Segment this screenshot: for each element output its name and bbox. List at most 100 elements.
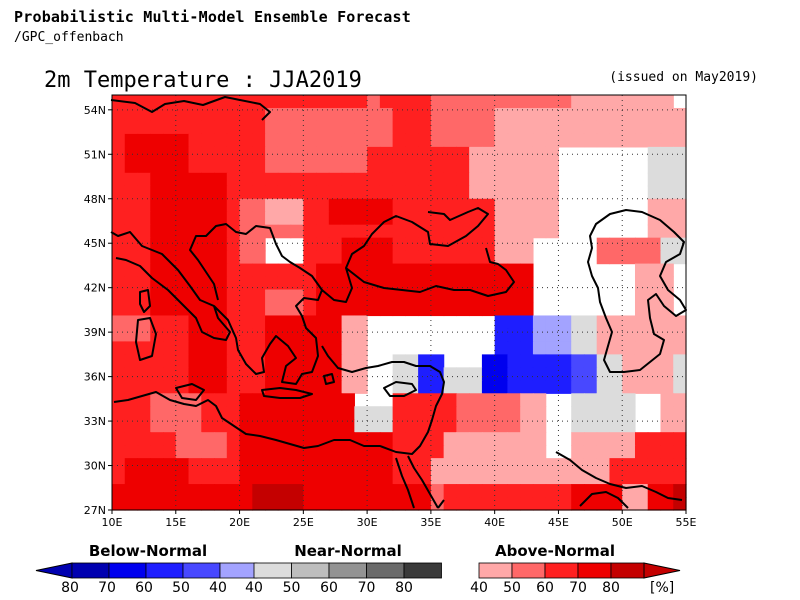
graticule: [108, 95, 687, 514]
grid-cell: [379, 471, 394, 485]
grid-cell: [660, 497, 674, 511]
grid-cell: [673, 237, 687, 252]
grid-cell: [609, 250, 623, 265]
grid-cell: [188, 354, 202, 368]
grid-cell: [392, 237, 406, 252]
grid-cell: [583, 497, 598, 511]
grid-cell: [367, 432, 381, 446]
grid-cell: [124, 289, 139, 304]
grid-cell: [507, 354, 521, 368]
grid-cell: [316, 172, 330, 187]
grid-cell: [163, 224, 177, 239]
grid-cell: [112, 302, 126, 317]
grid-cell: [456, 497, 470, 511]
grid-cell: [379, 419, 394, 433]
grid-cell: [430, 367, 445, 381]
grid-cell: [252, 133, 266, 148]
grid-cell: [545, 159, 560, 174]
grid-cell: [201, 185, 215, 200]
grid-cell: [520, 263, 534, 278]
grid-cell: [379, 95, 394, 109]
grid-cell: [673, 315, 687, 330]
grid-cell: [367, 107, 381, 122]
grid-cell: [277, 211, 292, 226]
grid-cell: [328, 133, 343, 148]
grid-cell: [456, 224, 470, 239]
grid-cell: [316, 419, 330, 433]
grid-cell: [494, 445, 509, 459]
grid-cell: [150, 289, 164, 304]
grid-cell: [226, 120, 241, 135]
grid-cell: [609, 341, 623, 355]
grid-cell: [494, 95, 509, 109]
grid-cell: [494, 146, 509, 161]
grid-cell: [634, 107, 649, 122]
legend-tick-label: 50: [283, 580, 301, 596]
grid-cell: [354, 107, 368, 122]
grid-cell: [622, 107, 636, 122]
grid-cell: [239, 432, 253, 446]
grid-cell: [290, 354, 304, 368]
grid-cell: [290, 107, 304, 122]
lat-tick-label: 33N: [84, 415, 106, 428]
grid-cell: [201, 159, 215, 174]
grid-cell: [545, 380, 560, 394]
grid-cell: [354, 315, 368, 330]
grid-cell: [430, 95, 445, 109]
grid-cell: [481, 95, 496, 109]
grid-cell: [137, 185, 151, 200]
grid-cell: [354, 341, 368, 355]
grid-cell: [277, 146, 292, 161]
grid-cell: [303, 224, 317, 239]
lon-tick-label: 20E: [229, 516, 250, 529]
grid-cell: [545, 341, 560, 355]
grid-cell: [341, 146, 355, 161]
grid-cell: [354, 263, 368, 278]
grid-cell: [201, 315, 215, 330]
grid-cell: [456, 458, 470, 472]
grid-cell: [469, 458, 483, 472]
grid-cell: [673, 198, 687, 213]
grid-cell: [112, 198, 126, 213]
grid-cell: [226, 380, 241, 394]
grid-cell: [112, 211, 126, 226]
grid-cell: [532, 380, 547, 394]
grid-cell: [418, 484, 432, 498]
grid-cell: [150, 432, 164, 446]
grid-cell: [481, 497, 496, 511]
grid-cell: [443, 133, 457, 148]
grid-cell: [341, 380, 355, 394]
grid-cell: [316, 406, 330, 420]
grid-cell: [392, 224, 406, 239]
grid-cell: [112, 484, 126, 498]
legend-swatch: [219, 562, 258, 579]
grid-cell: [469, 146, 483, 161]
grid-cell: [622, 315, 636, 330]
grid-cell: [150, 133, 164, 148]
grid-cell: [239, 120, 253, 135]
grid-cell: [520, 484, 534, 498]
grid-cell: [239, 497, 253, 511]
grid-cell: [163, 237, 177, 252]
grid-cell: [290, 159, 304, 174]
grid-cell: [328, 185, 343, 200]
grid-cell: [660, 120, 674, 135]
legend-unit: [%]: [650, 580, 674, 596]
lon-tick-label: 55E: [676, 516, 697, 529]
grid-cell: [583, 393, 598, 407]
grid-cell: [418, 367, 432, 381]
grid-cell: [252, 393, 266, 407]
latitude-labels: 54N 51N 48N 45N 42N 39N 36N 33N 30N 27N: [84, 104, 106, 517]
grid-cell: [469, 406, 483, 420]
grid-cell: [265, 211, 279, 226]
grid-cell: [507, 146, 521, 161]
grid-cell: [379, 120, 394, 135]
issued-label: (issued on May2019): [609, 70, 758, 85]
grid-cell: [494, 276, 509, 291]
grid-cell: [443, 302, 457, 317]
grid-cell: [239, 237, 253, 252]
grid-cell: [571, 497, 585, 511]
grid-cell: [137, 419, 151, 433]
grid-cell: [328, 302, 343, 317]
grid-cell: [367, 120, 381, 135]
